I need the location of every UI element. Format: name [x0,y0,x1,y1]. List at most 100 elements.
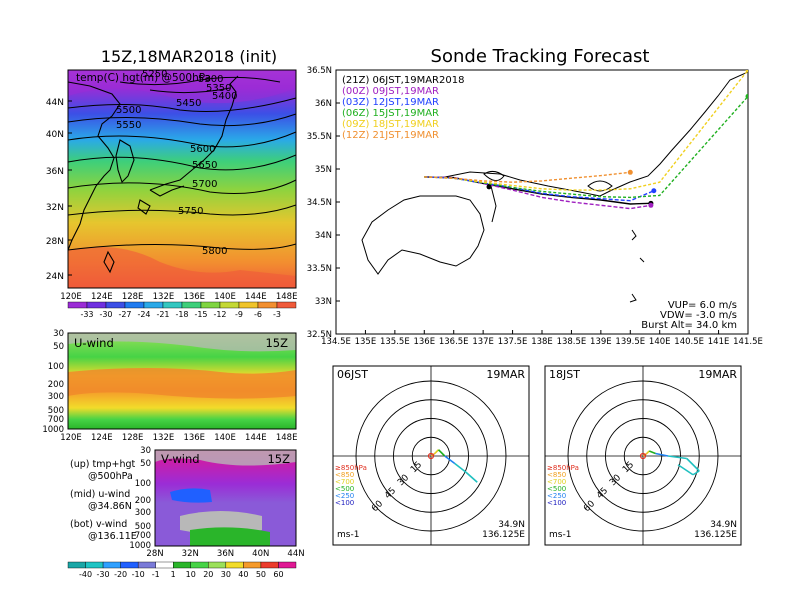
hodograph-trace [454,462,467,473]
temperature-colorbar: -33 -30 -27 -24 -21 -18 -15 -12 -9 -6 -3 [67,301,297,319]
track-lon-tick: 138E [531,337,553,347]
track-lat-tick: 34N [315,231,332,241]
colorbar-label: -30 [99,310,112,319]
vwind-pressure-tick: 1000 [129,541,151,551]
colorbar-swatch [67,301,88,309]
colorbar-swatch [86,301,107,309]
hodograph-legend-entry: <850 [547,471,566,479]
wind-colorbar-label: 1 [171,570,176,579]
hodograph-trace [437,449,446,457]
contour-label: 5650 [192,160,217,171]
hodograph-legend-entry: ≥850hPa [335,464,367,472]
legend-entry: (12Z) 21JST,19MAR [342,130,439,141]
uwind-pressure-tick: 700 [48,415,64,425]
upper-map-frame [67,69,297,289]
upper-lon-tick-label: 148E [276,292,298,302]
hodograph-legend-entry: <500 [335,485,354,493]
wind-colorbar-label: 10 [186,570,196,579]
track-lon-tick: 135.5E [380,337,410,347]
contour-label: 5800 [202,246,227,257]
wind-colorbar-swatch [67,561,86,569]
wind-colorbar-label: -10 [132,570,145,579]
track-lat-tick: 36.5N [307,66,332,76]
wind-colorbar-label: 50 [256,570,266,579]
trajectory-endpoint [651,188,657,194]
vwind-lat-tick: 40N [252,549,269,559]
track-lon-tick: 134.5E [321,337,351,347]
wind-colorbar-swatch [190,561,209,569]
wind-colorbar-swatch [155,561,174,569]
vwind-green-bottom [190,527,270,546]
colorbar-swatch [124,301,145,309]
track-lon-tick: 136E [413,337,435,347]
uwind-pressure-tick: 1000 [42,425,64,435]
vwind-gray-top [155,450,296,466]
hodograph-trace [677,464,694,476]
trajectory-endpoint [627,169,633,175]
track-lon-tick: 141.5E [733,337,763,347]
wind-colorbar-label: 30 [221,570,231,579]
wind-colorbar-swatch [208,561,227,569]
legend-entry: (03Z) 12JST,19MAR [342,97,439,108]
upper-lon-tick-label: 120E [60,292,82,302]
note-text: @136.11E [88,531,137,542]
hodograph-trace [667,455,687,460]
hodograph-lon: 136.125E [694,530,737,540]
wind-colorbar-swatch [173,561,191,569]
hodograph-legend-entry: <100 [547,499,566,507]
upper-map-panel: 15Z,18MAR2018 (init) temp(C) hgt(m) @500… [46,47,298,319]
vwind-lat-tick: 28N [146,549,163,559]
track-panel: Sonde Tracking Forecast 36.5N 36N 35.5N 35N… [307,46,763,347]
hodograph-trace [692,470,700,476]
trajectory-line [424,95,748,199]
contour-label: 5250 [142,69,167,80]
uwind-pressure-tick: 50 [53,342,64,352]
contour-label: 5350 [206,83,231,94]
trajectory-line [424,70,748,191]
colorbar-swatch [143,301,164,309]
trajectory-lines [424,70,748,210]
wind-colorbar-swatch [225,561,244,569]
wind-colorbar: -40 -30 -20 -10 -1 1 10 20 30 40 50 60 [67,561,297,579]
lat-tick-label: 28N [46,237,64,247]
upper-lon-ticks: 120E 124E 128E 132E 136E 140E 144E 148E [60,292,297,302]
track-lat-ticks: 36.5N 36N 35.5N 35N 34.5N 34N 33.5N 33N 32.5N [307,66,340,340]
colorbar-swatch [105,301,126,309]
uwind-frame [67,332,297,430]
wind-colorbar-swatch [85,561,104,569]
uwind-lon-tick-label: 140E [214,433,236,443]
hodograph-trace [655,452,669,457]
warm-region [68,246,296,288]
uwind-jet-core [68,368,296,399]
hodograph-unit: ms-1 [337,530,359,540]
track-coastlines [361,71,748,303]
hodograph-legend-entry: <850 [335,471,354,479]
coastlines [67,75,239,274]
wind-colorbar-swatch [260,561,279,569]
track-lon-tick: 136.5E [439,337,469,347]
hodograph-legend-entry: <250 [547,492,566,500]
colorbar-label: -21 [156,310,169,319]
uwind-lon-tick-label: 148E [276,433,298,443]
uwind-pressure-tick: 200 [48,380,64,390]
uwind-lon-tick-label: 120E [60,433,82,443]
upper-lat-ticks: 44N 40N 36N 32N 28N 24N [46,98,72,282]
launch-marker [486,184,492,190]
hodograph-lat: 34.9N [498,520,525,530]
upper-lon-tick-label: 136E [183,292,205,302]
track-lat-tick: 32.5N [307,330,332,340]
legend-entry: (09Z) 18JST,19MAR [342,119,439,130]
track-lat-tick: 33N [315,297,332,307]
track-legend: (21Z) 06JST,19MAR2018(00Z) 09JST,19MAR(0… [342,75,464,141]
colorbar-label: -15 [194,310,207,319]
uwind-pressure-tick: 100 [48,362,64,372]
cold-region [68,70,296,104]
contour-label: 5600 [190,144,215,155]
track-lon-tick: 141E [708,337,730,347]
vwind-lat-ticks: 28N 32N 36N 40N 44N [146,549,304,559]
colorbar-swatch [200,301,221,309]
